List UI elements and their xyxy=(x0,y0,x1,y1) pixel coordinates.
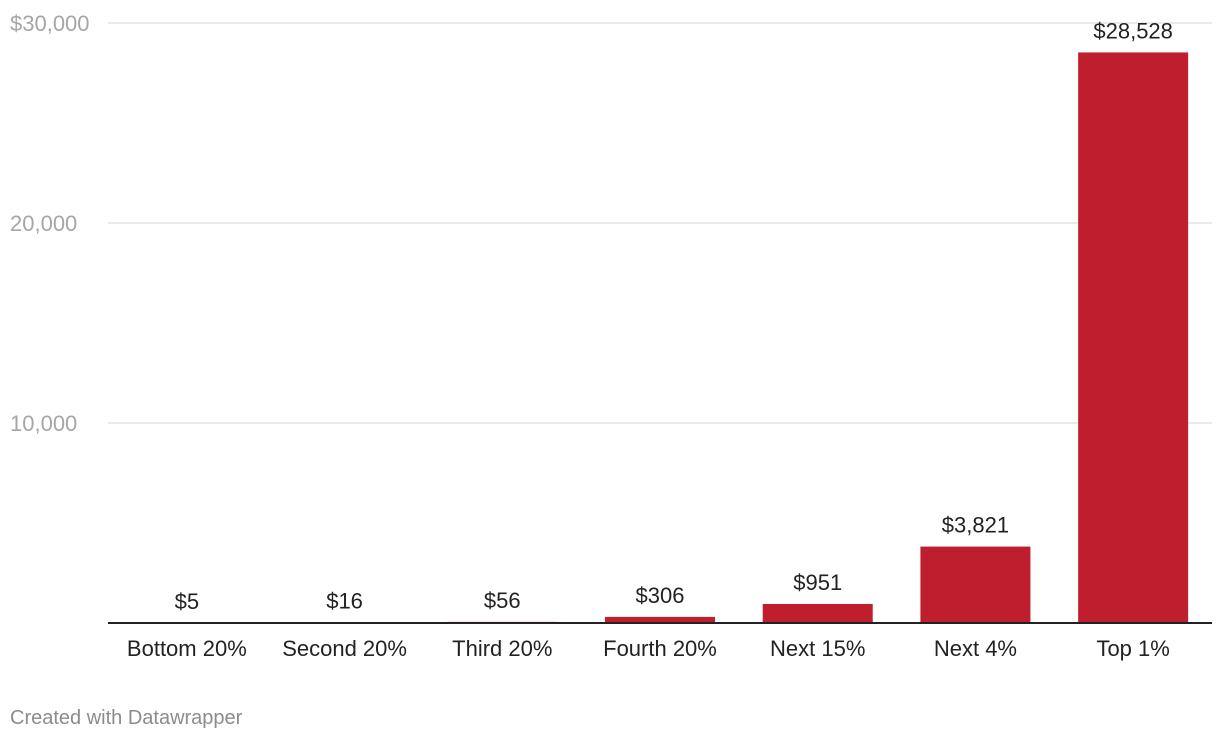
datawrapper-credit: Created with Datawrapper xyxy=(10,707,243,729)
data-label: $3,821 xyxy=(942,513,1009,538)
data-label: $16 xyxy=(326,589,363,614)
x-tick-label: Fourth 20% xyxy=(603,636,717,661)
x-tick-label: Second 20% xyxy=(282,636,407,661)
data-label: $306 xyxy=(636,583,685,608)
bar-chart: $30,000 20,000 10,000 $5 Bottom 20% $16 Second… xyxy=(10,11,1212,661)
data-label: $28,528 xyxy=(1093,18,1173,43)
data-label: $56 xyxy=(484,588,521,613)
x-tick-label: Top 1% xyxy=(1096,636,1169,661)
y-tick-label: $30,000 xyxy=(10,11,90,36)
y-tick-label: 10,000 xyxy=(10,411,77,436)
x-tick-label: Next 15% xyxy=(770,636,865,661)
bar xyxy=(1078,52,1189,623)
data-label: $5 xyxy=(175,589,199,614)
x-tick-label: Third 20% xyxy=(452,636,552,661)
data-label: $951 xyxy=(793,570,842,595)
bar xyxy=(605,616,715,623)
bar xyxy=(762,603,873,623)
y-tick-label: 20,000 xyxy=(10,211,77,236)
x-tick-label: Bottom 20% xyxy=(127,636,247,661)
x-tick-label: Next 4% xyxy=(934,636,1017,661)
bar xyxy=(920,546,1031,623)
